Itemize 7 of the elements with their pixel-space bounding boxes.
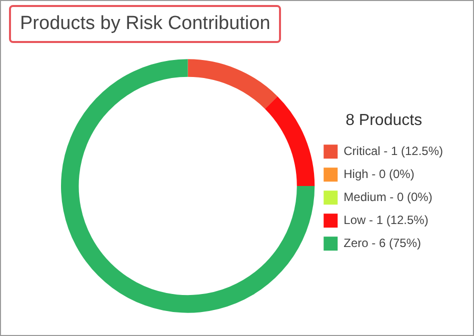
- legend-label: Low - 1 (12.5%): [344, 212, 428, 227]
- legend-label: Medium - 0 (0%): [344, 190, 432, 204]
- legend-label: High - 0 (0%): [344, 166, 414, 181]
- legend-label: Zero - 6 (75%): [344, 236, 421, 250]
- legend-label: Critical - 1 (12.5%): [344, 144, 444, 158]
- chart-title: Products by Risk Contribution: [9, 5, 282, 43]
- legend-title: 8 Products: [346, 112, 422, 129]
